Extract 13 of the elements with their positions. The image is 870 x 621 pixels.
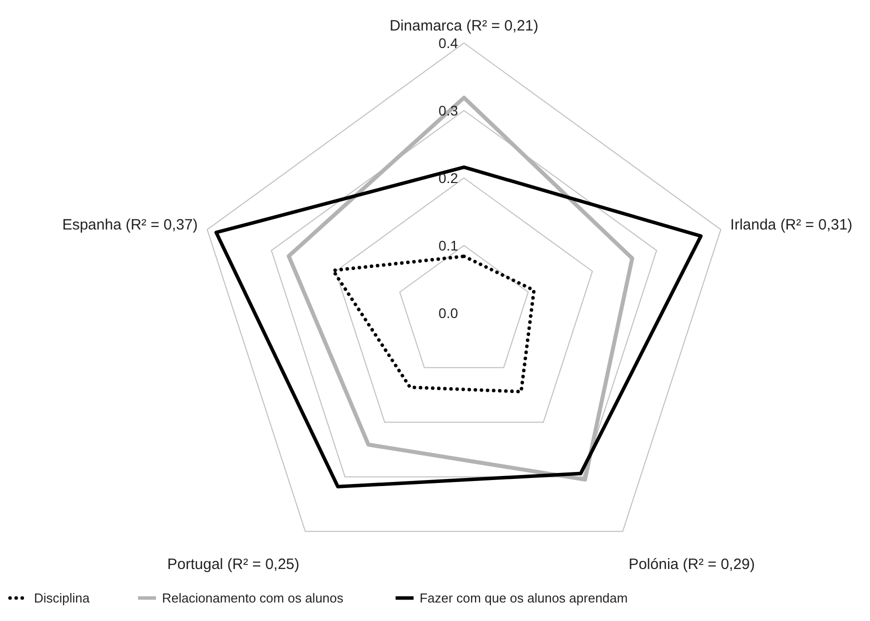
spoke-label: Irlanda (R² = 0,31) <box>730 216 852 234</box>
spoke-label: Dinamarca (R² = 0,21) <box>390 17 538 34</box>
y-tick-label: 0.1 <box>438 237 458 254</box>
spoke-label: Espanha (R² = 0,37) <box>62 216 198 234</box>
legend-label: Fazer com que os alunos aprendam <box>420 590 628 606</box>
y-tick-label: 0.3 <box>438 102 458 118</box>
y-tick-label: 0.4 <box>438 34 458 51</box>
y-tick-label: 0.0 <box>438 304 458 321</box>
legend-label: Relacionamento com os alunos <box>162 590 344 606</box>
spoke-label: Polónia (R² = 0,29) <box>628 556 755 574</box>
spoke-label: Portugal (R² = 0,25) <box>167 556 300 574</box>
y-tick-label: 0.2 <box>438 170 458 186</box>
legend-label: Disciplina <box>34 590 90 606</box>
